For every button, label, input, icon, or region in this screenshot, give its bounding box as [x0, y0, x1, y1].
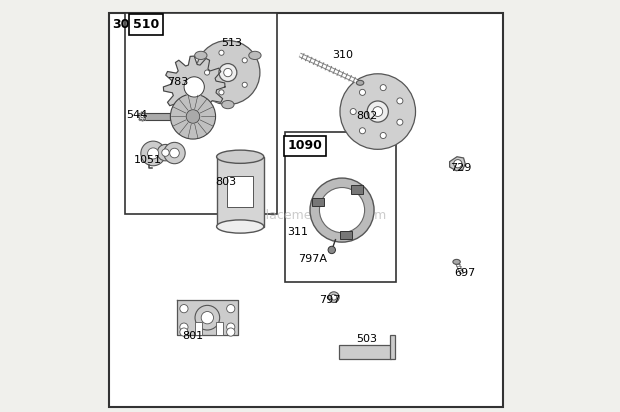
- Circle shape: [180, 323, 188, 331]
- Bar: [227, 176, 254, 207]
- Circle shape: [380, 84, 386, 91]
- Text: 802: 802: [356, 112, 378, 122]
- Circle shape: [360, 89, 365, 96]
- Circle shape: [319, 187, 365, 233]
- Bar: [339, 345, 391, 359]
- Circle shape: [196, 40, 260, 105]
- Circle shape: [242, 58, 247, 63]
- Ellipse shape: [222, 101, 234, 109]
- Bar: [390, 335, 395, 359]
- Bar: [312, 198, 324, 206]
- Circle shape: [373, 107, 383, 117]
- Text: 309: 309: [112, 18, 138, 31]
- Circle shape: [397, 119, 403, 125]
- Circle shape: [141, 115, 143, 118]
- Ellipse shape: [453, 260, 460, 265]
- Text: eReplacementParts.com: eReplacementParts.com: [234, 208, 386, 222]
- Circle shape: [157, 145, 174, 161]
- Ellipse shape: [216, 220, 264, 233]
- Circle shape: [454, 159, 462, 168]
- Circle shape: [170, 148, 179, 158]
- Circle shape: [340, 74, 415, 149]
- Circle shape: [141, 141, 166, 166]
- Circle shape: [227, 304, 235, 313]
- Text: 1051: 1051: [135, 155, 162, 165]
- Circle shape: [148, 148, 159, 159]
- Bar: [285, 132, 396, 282]
- Circle shape: [360, 128, 365, 134]
- Circle shape: [184, 77, 205, 97]
- Text: 310: 310: [332, 50, 353, 60]
- Bar: [351, 185, 363, 194]
- Ellipse shape: [195, 51, 207, 59]
- Circle shape: [219, 50, 224, 55]
- Circle shape: [227, 323, 235, 331]
- Text: 311: 311: [288, 227, 308, 237]
- Ellipse shape: [216, 150, 264, 163]
- Polygon shape: [177, 300, 238, 335]
- Circle shape: [310, 178, 374, 242]
- Text: 801: 801: [182, 331, 203, 341]
- Circle shape: [397, 98, 403, 104]
- Circle shape: [242, 82, 247, 87]
- Circle shape: [195, 305, 219, 330]
- Circle shape: [227, 328, 235, 336]
- Circle shape: [380, 133, 386, 138]
- Text: 797A: 797A: [298, 254, 327, 265]
- Circle shape: [224, 68, 232, 77]
- Circle shape: [201, 311, 213, 324]
- Ellipse shape: [356, 80, 364, 85]
- Text: 513: 513: [221, 38, 242, 48]
- Bar: [195, 322, 202, 335]
- Text: 1090: 1090: [288, 140, 322, 152]
- Text: 729: 729: [450, 163, 472, 173]
- Bar: [340, 231, 352, 239]
- Circle shape: [367, 101, 388, 122]
- Circle shape: [328, 246, 335, 254]
- Text: 503: 503: [356, 335, 377, 344]
- Text: 783: 783: [167, 77, 188, 87]
- Circle shape: [170, 94, 216, 139]
- Circle shape: [329, 292, 339, 302]
- Text: 697: 697: [454, 268, 476, 278]
- Text: 797: 797: [319, 295, 340, 304]
- Bar: [216, 322, 223, 335]
- Polygon shape: [164, 56, 225, 118]
- Text: 544: 544: [126, 110, 148, 120]
- Text: 510: 510: [133, 18, 159, 31]
- Circle shape: [180, 328, 188, 336]
- Text: 803: 803: [216, 177, 237, 187]
- Bar: [125, 13, 277, 214]
- Circle shape: [205, 70, 210, 75]
- Ellipse shape: [249, 51, 261, 59]
- Circle shape: [219, 90, 224, 95]
- Circle shape: [180, 304, 188, 313]
- Polygon shape: [450, 157, 465, 171]
- Circle shape: [186, 110, 200, 123]
- Circle shape: [162, 149, 169, 156]
- Circle shape: [350, 108, 356, 115]
- Circle shape: [219, 63, 237, 82]
- Bar: [216, 157, 264, 227]
- Circle shape: [164, 143, 185, 164]
- Polygon shape: [138, 112, 147, 121]
- Circle shape: [331, 294, 337, 300]
- Bar: [139, 113, 170, 120]
